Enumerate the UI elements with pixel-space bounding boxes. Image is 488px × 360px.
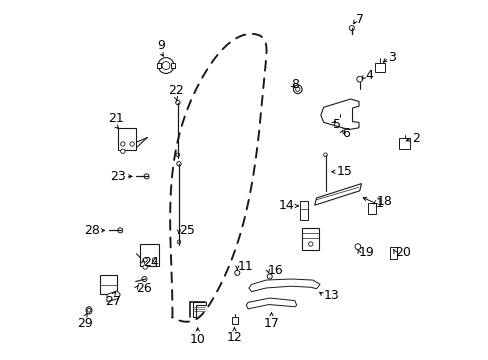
Polygon shape	[107, 291, 120, 302]
Circle shape	[175, 100, 180, 105]
Text: 27: 27	[105, 295, 121, 308]
Bar	[367, 203, 375, 214]
Bar	[156, 63, 161, 68]
Text: 5: 5	[332, 118, 340, 131]
Bar	[374, 63, 385, 72]
Text: 29: 29	[77, 317, 93, 330]
Circle shape	[308, 242, 312, 246]
Text: 24: 24	[142, 256, 159, 269]
Text: 22: 22	[168, 84, 183, 97]
Circle shape	[152, 258, 156, 262]
Bar	[118, 128, 136, 150]
Circle shape	[348, 26, 354, 31]
Text: 7: 7	[355, 13, 364, 26]
Circle shape	[177, 240, 181, 244]
Polygon shape	[246, 298, 296, 309]
Text: 18: 18	[376, 195, 392, 208]
Text: 15: 15	[336, 165, 351, 178]
Polygon shape	[248, 279, 320, 292]
Bar	[389, 247, 396, 259]
Circle shape	[130, 142, 134, 146]
Circle shape	[293, 85, 302, 94]
Text: 6: 6	[341, 127, 349, 140]
Bar	[232, 317, 238, 324]
Text: 20: 20	[394, 246, 410, 258]
Bar	[140, 244, 159, 266]
Circle shape	[176, 153, 179, 157]
Circle shape	[342, 125, 346, 129]
Circle shape	[142, 265, 147, 269]
Text: 17: 17	[263, 317, 279, 330]
Text: 3: 3	[387, 51, 396, 64]
Text: 1: 1	[375, 197, 383, 210]
Bar	[399, 138, 409, 149]
Text: 19: 19	[358, 246, 374, 258]
Circle shape	[266, 274, 272, 279]
Text: 21: 21	[107, 112, 123, 125]
Circle shape	[144, 174, 149, 179]
Bar	[302, 228, 319, 250]
Circle shape	[158, 58, 174, 73]
Polygon shape	[193, 302, 205, 317]
Circle shape	[356, 76, 362, 82]
Polygon shape	[320, 99, 358, 130]
Text: 26: 26	[136, 282, 152, 294]
Text: 8: 8	[291, 78, 299, 91]
Circle shape	[121, 149, 125, 153]
Ellipse shape	[86, 307, 92, 314]
Circle shape	[87, 309, 91, 312]
Bar	[171, 63, 175, 68]
Text: 11: 11	[237, 260, 252, 273]
Polygon shape	[314, 184, 361, 205]
Bar	[100, 275, 117, 294]
Circle shape	[162, 62, 170, 69]
Circle shape	[337, 117, 342, 122]
Circle shape	[234, 270, 239, 275]
Text: 14: 14	[279, 199, 294, 212]
Circle shape	[354, 244, 360, 249]
Text: 25: 25	[179, 224, 194, 237]
Text: 10: 10	[189, 333, 205, 346]
Circle shape	[177, 162, 181, 166]
Circle shape	[118, 228, 122, 233]
Text: 23: 23	[110, 170, 125, 183]
Circle shape	[295, 87, 299, 91]
Text: 16: 16	[267, 264, 283, 276]
Circle shape	[142, 258, 147, 262]
Text: 4: 4	[365, 69, 372, 82]
Circle shape	[121, 142, 125, 146]
Bar	[300, 201, 307, 220]
Text: 13: 13	[323, 289, 339, 302]
Circle shape	[323, 153, 326, 157]
Text: 28: 28	[84, 224, 100, 237]
Text: 9: 9	[157, 39, 164, 52]
Circle shape	[142, 276, 146, 282]
Text: 2: 2	[411, 132, 419, 145]
Text: 12: 12	[226, 331, 242, 344]
